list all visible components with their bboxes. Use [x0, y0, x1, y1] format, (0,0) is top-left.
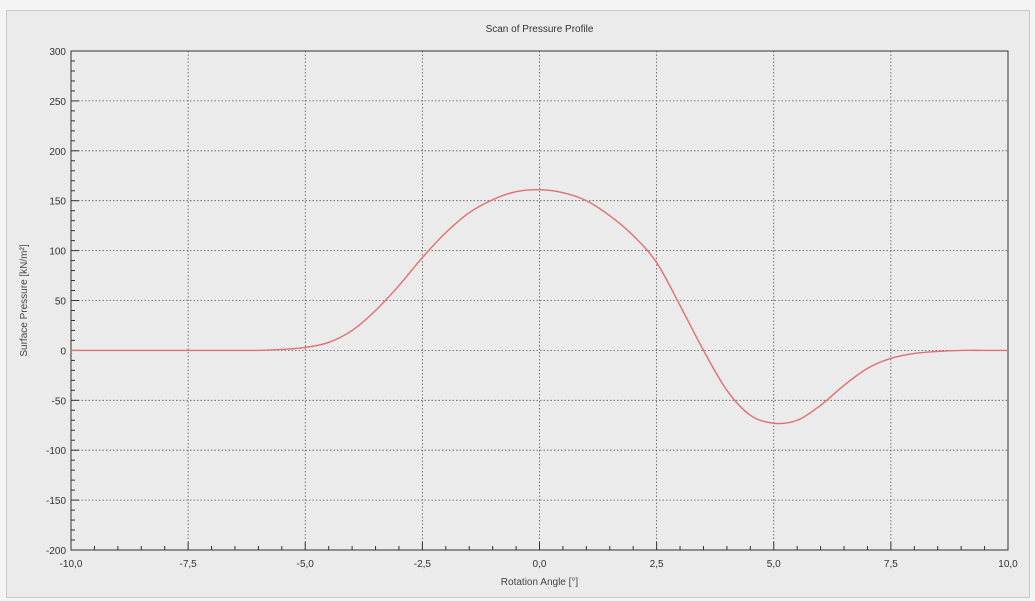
x-tick-label: 10,0 — [998, 559, 1018, 570]
x-tick-label: -10,0 — [60, 559, 83, 570]
y-tick-label: 50 — [55, 297, 67, 308]
y-tick-label: -50 — [52, 396, 67, 407]
y-tick-label: -150 — [46, 496, 66, 507]
y-tick-label: -100 — [46, 446, 66, 457]
y-tick-label: -200 — [46, 546, 66, 557]
chart-title: Scan of Pressure Profile — [486, 24, 594, 35]
x-tick-label: 7,5 — [884, 559, 898, 570]
y-axis-title: Surface Pressure [kN/m²] — [19, 244, 30, 356]
axes — [70, 50, 1009, 551]
x-tick-label: -5,0 — [297, 559, 315, 570]
x-tick-label: 0,0 — [533, 559, 547, 570]
y-tick-label: 300 — [49, 47, 66, 58]
chart-frame: Scan of Pressure Profile -10,0 -7,5 -5,0 -2… — [6, 10, 1030, 598]
x-tick-label: 5,0 — [767, 559, 781, 570]
y-tick-label: 0 — [60, 346, 66, 357]
tick-labels: -10,0 -7,5 -5,0 -2,5 0,0 2,5 5,0 7,5 10,0 300 250 2… — [46, 47, 1018, 570]
y-tick-label: 200 — [49, 147, 66, 158]
x-tick-label: 2,5 — [650, 559, 664, 570]
pressure-series-line — [71, 188, 1008, 425]
x-tick-label: -2,5 — [414, 559, 432, 570]
grid-lines — [71, 51, 1008, 550]
pressure-profile-chart: Scan of Pressure Profile -10,0 -7,5 -5,0 -2… — [19, 24, 1018, 588]
x-tick-label: -7,5 — [180, 559, 198, 570]
y-tick-label: 250 — [49, 97, 66, 108]
y-tick-label: 150 — [49, 197, 66, 208]
series-layer — [71, 188, 1008, 425]
y-tick-label: 100 — [49, 247, 66, 258]
x-axis-title: Rotation Angle [°] — [501, 577, 579, 588]
